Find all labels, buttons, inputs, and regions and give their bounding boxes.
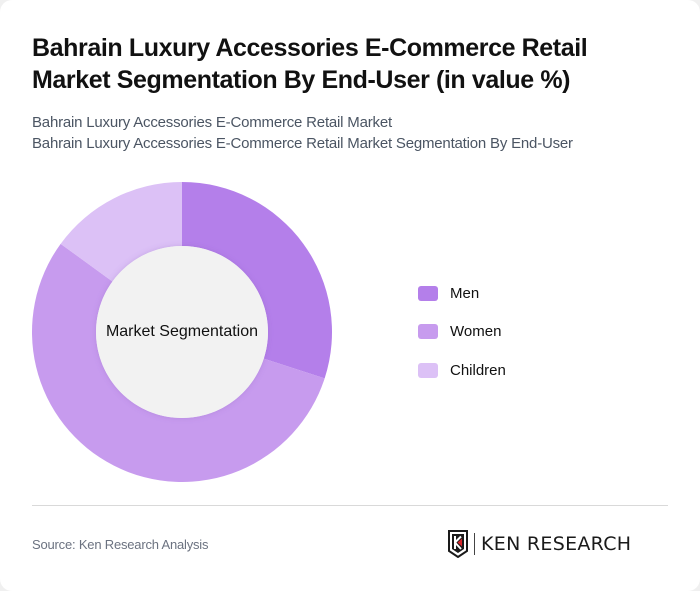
donut-hole [96, 246, 268, 418]
legend-swatch-children [418, 362, 438, 378]
chart-title: Bahrain Luxury Accessories E-Commerce Re… [32, 34, 588, 94]
donut-chart: Market Segmentation [32, 182, 332, 482]
ken-research-logo: KEN RESEARCH [447, 530, 631, 558]
legend-label-children: Children [450, 361, 506, 379]
logo-separator [474, 533, 475, 555]
footer-divider [32, 505, 668, 506]
legend-label-women: Women [450, 323, 502, 340]
legend-label-men: Men [450, 284, 480, 302]
donut-slice-men[interactable] [182, 182, 332, 379]
donut-slice-children[interactable] [60, 182, 182, 282]
legend-item-women[interactable]: Women [418, 322, 506, 342]
chart-legend: Men Women Children [418, 283, 506, 399]
donut-slices [32, 182, 332, 482]
legend-item-men[interactable]: Men [418, 283, 506, 303]
legend-swatch-women [418, 324, 438, 339]
donut-svg [32, 182, 332, 482]
source-note: Source: Ken Research Analysis [32, 537, 209, 552]
chart-subtitle: Bahrain Luxury Accessories E-Commerce Re… [32, 112, 672, 154]
legend-swatch-men [418, 285, 438, 301]
subtitle-line-2: Bahrain Luxury Accessories E-Commerce Re… [32, 135, 573, 152]
logo-text: KEN RESEARCH [481, 533, 632, 555]
ken-research-shield-icon [448, 530, 468, 558]
legend-item-children[interactable]: Children [418, 360, 506, 380]
donut-slice-women[interactable] [32, 243, 325, 482]
subtitle-line-1: Bahrain Luxury Accessories E-Commerce Re… [32, 114, 392, 131]
